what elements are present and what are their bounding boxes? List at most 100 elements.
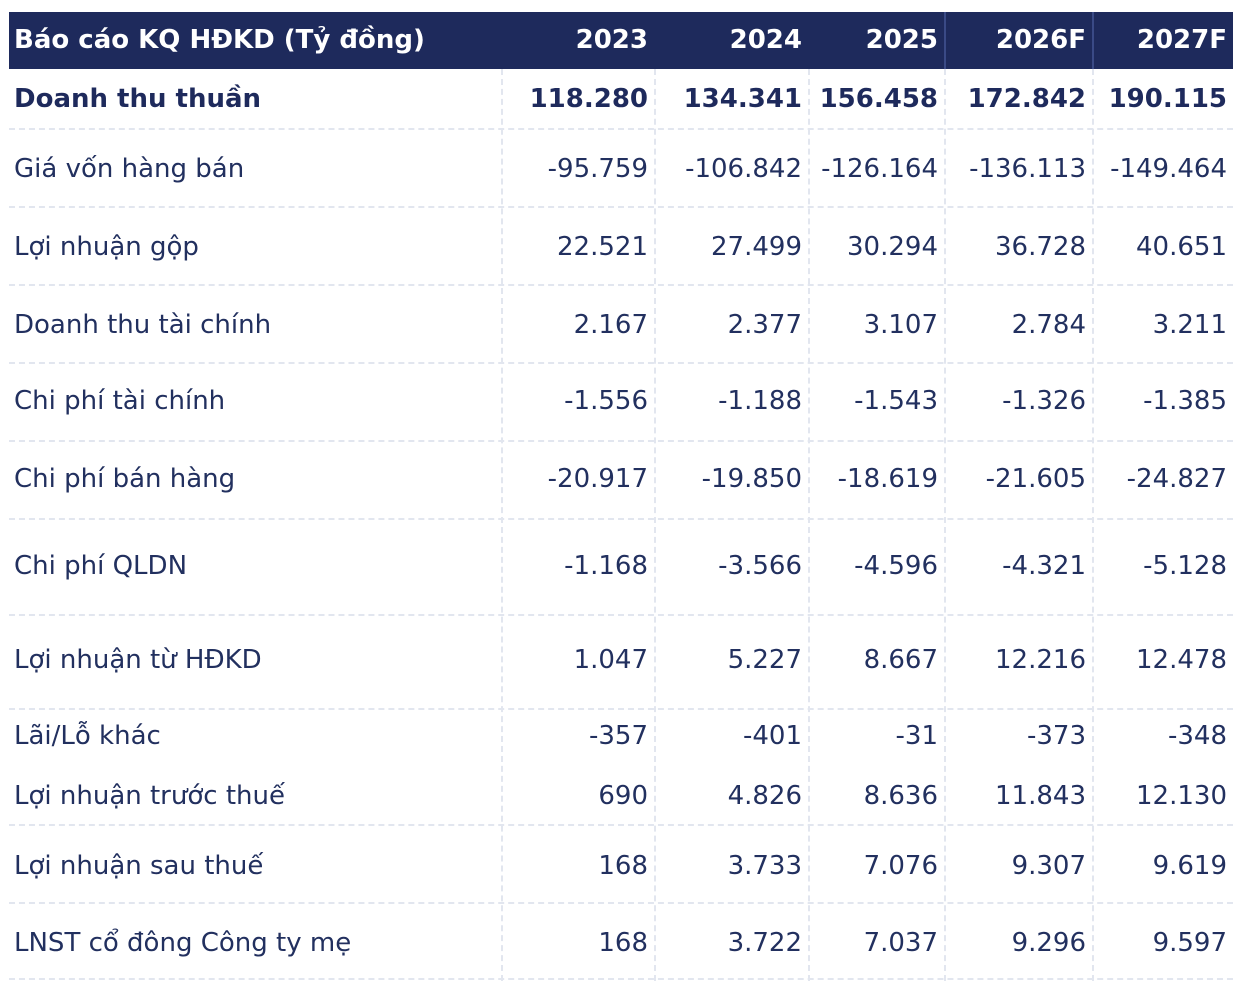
- row-value: 168: [598, 851, 648, 881]
- row-value: 12.130: [1136, 781, 1227, 811]
- row-value: -1.168: [564, 551, 648, 581]
- row-value: -1.188: [718, 386, 802, 416]
- row-value: 12.478: [1136, 645, 1227, 675]
- table-row: Chi phí QLDN -1.168 -3.566 -4.596 -4.321 -5.1…: [9, 520, 1233, 612]
- table-header: Báo cáo KQ HĐKD (Tỷ đồng) 2023 2024 2025…: [9, 12, 1233, 69]
- row-label: Lợi nhuận sau thuế: [14, 851, 264, 881]
- table-row: Lợi nhuận từ HĐKD 1.047 5.227 8.667 12.216 12…: [9, 612, 1233, 708]
- row-value: 3.211: [1152, 309, 1227, 340]
- row-value: -3.566: [718, 551, 802, 581]
- column-divider: [654, 69, 656, 981]
- row-value: 2.167: [573, 309, 648, 340]
- row-label: Lợi nhuận gộp: [14, 232, 199, 262]
- row-value: 172.842: [967, 84, 1086, 114]
- column-divider: [944, 69, 946, 981]
- table-row: LNST cổ đông Công ty mẹ 168 3.722 7.037 9.29…: [9, 904, 1233, 982]
- header-divider: [1092, 12, 1094, 69]
- income-statement-table: Báo cáo KQ HĐKD (Tỷ đồng) 2023 2024 2025…: [9, 12, 1233, 981]
- row-value: -20.917: [547, 464, 648, 494]
- row-value: 3.722: [727, 928, 802, 958]
- row-label: Lợi nhuận trước thuế: [14, 781, 285, 811]
- row-value: 36.728: [995, 232, 1086, 262]
- header-divider: [944, 12, 946, 69]
- row-value: -1.543: [854, 386, 938, 416]
- row-value: 9.307: [1011, 851, 1086, 881]
- table-row: Chi phí tài chính -1.556 -1.188 -1.543 -1.32…: [9, 364, 1233, 438]
- table-row: Doanh thu tài chính 2.167 2.377 3.107 2.784 3…: [9, 285, 1233, 364]
- row-divider: [9, 128, 1233, 130]
- row-value: 3.107: [863, 309, 938, 340]
- row-value: -1.326: [1002, 386, 1086, 416]
- row-label: Lãi/Lỗ khác: [14, 721, 161, 751]
- row-divider: [9, 978, 1233, 980]
- row-value: 2.377: [727, 309, 802, 340]
- row-value: -126.164: [821, 154, 938, 184]
- row-value: -95.759: [547, 154, 648, 184]
- row-value: 30.294: [847, 232, 938, 262]
- row-divider: [9, 902, 1233, 904]
- row-value: 190.115: [1108, 84, 1227, 114]
- table-row: Lợi nhuận gộp 22.521 27.499 30.294 36.728 40.…: [9, 209, 1233, 285]
- row-value: -373: [1026, 721, 1086, 751]
- row-value: 1.047: [573, 645, 648, 675]
- row-value: -5.128: [1143, 551, 1227, 581]
- row-value: 40.651: [1136, 232, 1227, 262]
- row-value: 4.826: [727, 781, 802, 811]
- row-value: 5.227: [727, 645, 802, 675]
- row-value: 9.597: [1152, 928, 1227, 958]
- row-value: -19.850: [701, 464, 802, 494]
- table-row: Lợi nhuận sau thuế 168 3.733 7.076 9.307 9.61…: [9, 828, 1233, 904]
- header-year-2023: 2023: [575, 25, 648, 55]
- row-value: -106.842: [685, 154, 802, 184]
- column-divider: [808, 69, 810, 981]
- row-divider: [9, 440, 1233, 442]
- column-divider: [501, 69, 503, 981]
- table-row: Chi phí bán hàng -20.917 -19.850 -18.619 -21…: [9, 438, 1233, 520]
- row-value: 8.667: [863, 645, 938, 675]
- row-value: 12.216: [995, 645, 1086, 675]
- row-label: Chi phí tài chính: [14, 386, 226, 416]
- row-label: Chi phí bán hàng: [14, 464, 236, 494]
- row-value: 156.458: [819, 84, 938, 114]
- row-value: -4.596: [854, 551, 938, 581]
- row-value: 3.733: [727, 851, 802, 881]
- row-value: -136.113: [969, 154, 1086, 184]
- row-value: -21.605: [985, 464, 1086, 494]
- row-value: -18.619: [837, 464, 938, 494]
- row-value: 168: [598, 928, 648, 958]
- row-label: LNST cổ đông Công ty mẹ: [14, 928, 352, 958]
- row-value: 7.037: [863, 928, 938, 958]
- row-value: 134.341: [683, 84, 802, 114]
- row-divider: [9, 206, 1233, 208]
- row-value: 690: [598, 781, 648, 811]
- column-divider: [1092, 69, 1094, 981]
- row-label: Lợi nhuận từ HĐKD: [14, 645, 262, 675]
- row-value: 11.843: [995, 781, 1086, 811]
- row-value: -357: [588, 721, 648, 751]
- row-value: 2.784: [1011, 309, 1086, 340]
- table-row: Doanh thu thuần 118.280 134.341 156.458 172.…: [9, 69, 1233, 129]
- row-label: Chi phí QLDN: [14, 551, 188, 581]
- header-year-2024: 2024: [729, 25, 802, 55]
- row-value: -31: [895, 721, 938, 751]
- row-label: Giá vốn hàng bán: [14, 154, 245, 184]
- table-row: Lãi/Lỗ khác -357 -401 -31 -373 -348: [9, 708, 1233, 764]
- row-divider: [9, 518, 1233, 520]
- header-title: Báo cáo KQ HĐKD (Tỷ đồng): [14, 25, 425, 55]
- row-value: -1.385: [1143, 386, 1227, 416]
- table-row: Giá vốn hàng bán -95.759 -106.842 -126.164 -…: [9, 129, 1233, 209]
- row-label: Doanh thu tài chính: [14, 309, 272, 340]
- row-divider: [9, 362, 1233, 364]
- row-divider: [9, 614, 1233, 616]
- row-value: -4.321: [1002, 551, 1086, 581]
- row-divider: [9, 708, 1233, 710]
- row-value: 9.296: [1011, 928, 1086, 958]
- row-divider: [9, 824, 1233, 826]
- row-value: 22.521: [557, 232, 648, 262]
- header-year-2025: 2025: [865, 25, 938, 55]
- row-divider: [9, 284, 1233, 286]
- row-value: 7.076: [863, 851, 938, 881]
- row-value: -348: [1167, 721, 1227, 751]
- row-value: 9.619: [1152, 851, 1227, 881]
- row-label: Doanh thu thuần: [14, 84, 262, 114]
